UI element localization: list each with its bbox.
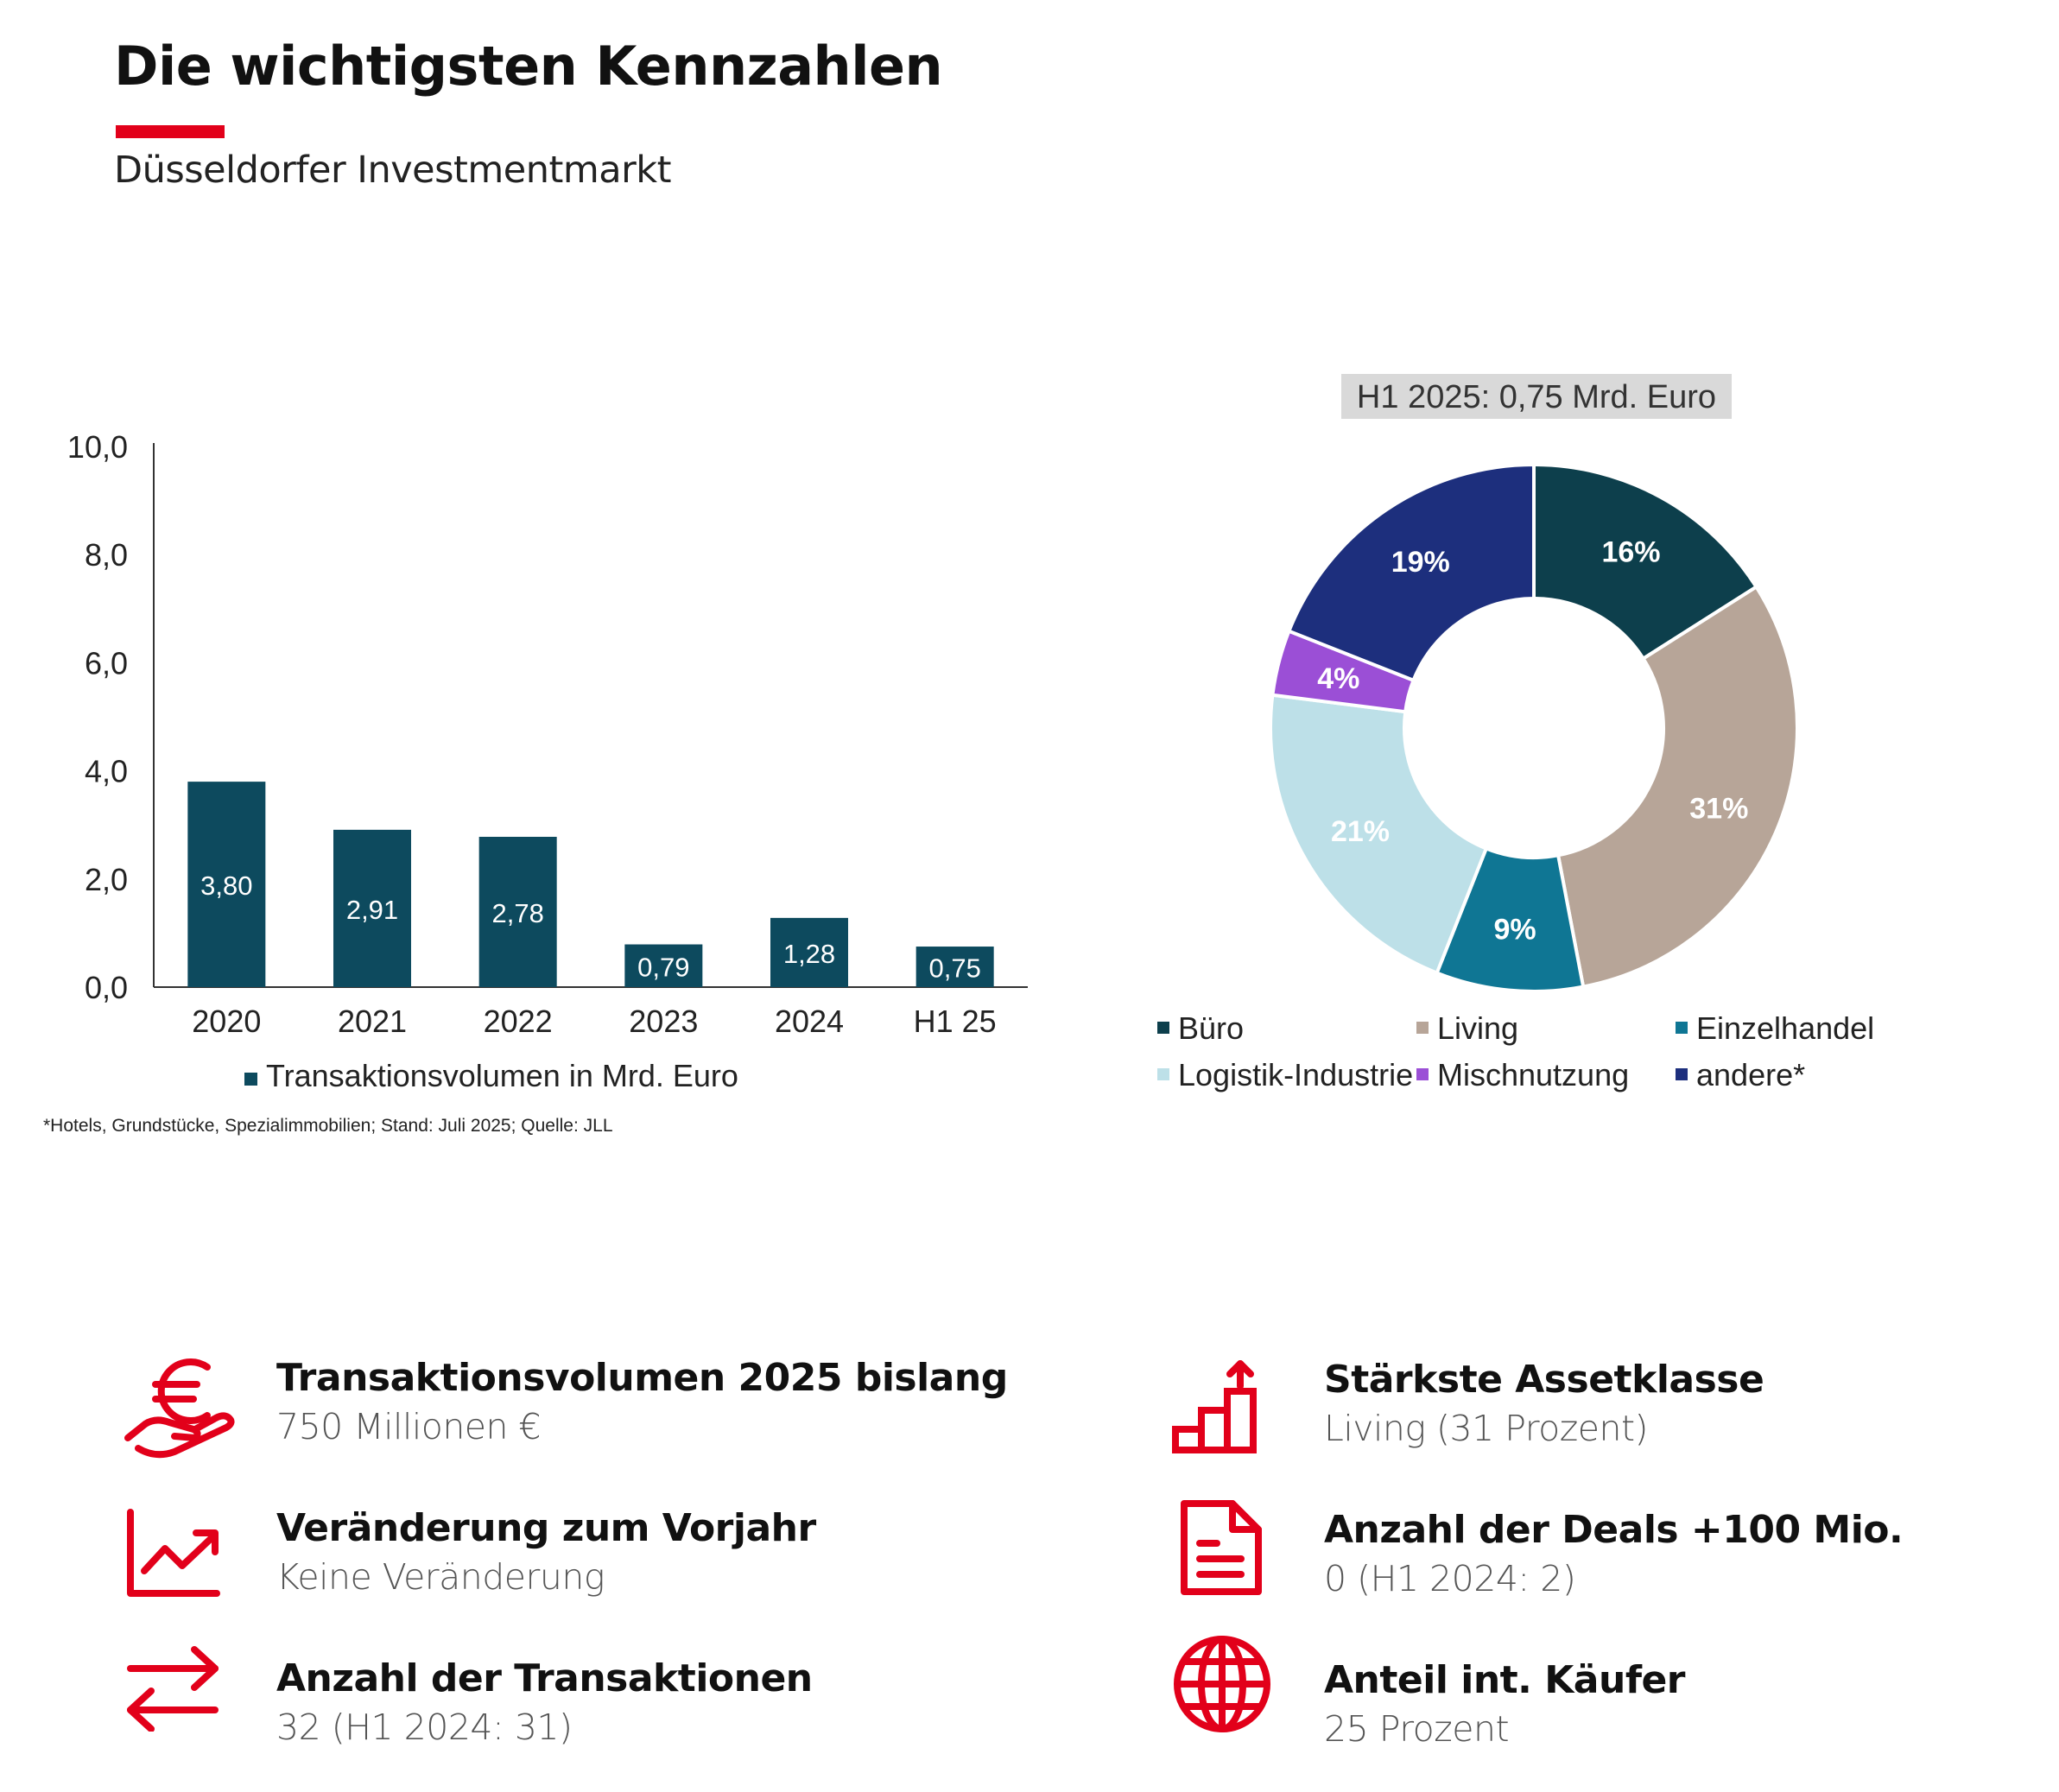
x-tick-label: 2024: [775, 1004, 844, 1039]
legend-item: Büro: [1157, 1010, 1244, 1047]
bar-value-label: 0,79: [637, 952, 689, 982]
page-subtitle: Düsseldorfer Investmentmarkt: [114, 149, 672, 192]
legend-item: andere*: [1676, 1057, 1805, 1093]
donut-slice-label: 16%: [1601, 535, 1660, 568]
kpi-value: Keine Veränderung: [276, 1556, 605, 1598]
donut-slice: [1286, 462, 1536, 683]
legend-label: Living: [1437, 1010, 1519, 1046]
chart-footnote: *Hotels, Grundstücke, Spezialimmobilien;…: [43, 1116, 613, 1136]
donut-title: H1 2025: 0,75 Mrd. Euro: [1357, 379, 1716, 415]
legend-label: Büro: [1178, 1010, 1245, 1046]
y-tick-label: 10,0: [67, 429, 128, 465]
kpi-title: Stärkste Assetklasse: [1324, 1358, 1764, 1402]
bar: [187, 782, 266, 987]
legend-item: Mischnutzung: [1416, 1057, 1629, 1093]
legend-item: Living: [1416, 1010, 1518, 1047]
legend-swatch: [1416, 1068, 1429, 1081]
bar-value-label: 3,80: [200, 871, 252, 901]
bar-value-label: 2,91: [346, 895, 398, 925]
euro-hand-icon: [124, 1358, 235, 1459]
bar-value-label: 2,78: [491, 898, 543, 928]
bar: [333, 829, 411, 987]
transaction-volume-bar-chart: 0,0 2,0 4,0 6,0 8,0 10,0 3,80 2020 2,91 2021 2,78 2…: [67, 429, 1028, 1093]
rising-steps-icon: [1172, 1360, 1257, 1453]
kpi-title: Anzahl der Transaktionen: [276, 1656, 813, 1700]
kpi-value: 32 (H1 2024: 31): [276, 1707, 573, 1748]
x-tick-label: 2023: [629, 1004, 698, 1039]
y-tick-label: 2,0: [85, 862, 128, 897]
donut-slice: [1555, 584, 1799, 989]
bar-value-label: 1,28: [783, 939, 835, 969]
donut-title-box: [1341, 374, 1732, 419]
donut-slice-label: 21%: [1331, 815, 1390, 848]
page-title: Die wichtigsten Kennzahlen: [114, 35, 943, 98]
donut-slice-label: 4%: [1317, 662, 1359, 695]
legend-label: Einzelhandel: [1696, 1010, 1875, 1046]
x-tick-label: 2021: [338, 1004, 407, 1039]
title-accent-rule: [116, 125, 225, 138]
donut-slice-label: 31%: [1689, 793, 1748, 826]
legend-label: Mischnutzung: [1437, 1057, 1630, 1092]
legend-swatch: [1157, 1022, 1169, 1035]
y-tick-label: 6,0: [85, 645, 128, 681]
legend-label: andere*: [1696, 1057, 1806, 1092]
legend-item: Logistik-Industrie: [1157, 1057, 1413, 1093]
document-icon: [1181, 1500, 1262, 1595]
exchange-arrows-icon: [127, 1646, 219, 1732]
legend-swatch: [1416, 1022, 1429, 1035]
legend-label: Transaktionsvolumen in Mrd. Euro: [266, 1058, 738, 1093]
legend-label: Logistik-Industrie: [1178, 1057, 1414, 1092]
kpi-value: Living (31 Prozent): [1324, 1408, 1649, 1449]
kpi-title: Anteil int. Käufer: [1324, 1658, 1686, 1702]
kpi-value: 25 Prozent: [1324, 1708, 1510, 1750]
donut-slice-label: 19%: [1391, 546, 1450, 579]
globe-icon: [1174, 1636, 1270, 1732]
legend-swatch: [1157, 1068, 1169, 1081]
legend-item: Einzelhandel: [1676, 1010, 1874, 1047]
legend-swatch: [1676, 1068, 1688, 1081]
x-tick-label: 2020: [192, 1004, 261, 1039]
kpi-value: 750 Millionen €: [276, 1406, 542, 1447]
x-tick-label: 2022: [484, 1004, 553, 1039]
kpi-title: Anzahl der Deals +100 Mio.: [1324, 1508, 1904, 1552]
kpi-value: 0 (H1 2024: 2): [1324, 1558, 1576, 1599]
donut-slice: [1269, 693, 1489, 976]
legend-swatch: [244, 1073, 257, 1086]
asset-class-donut-chart: H1 2025: 0,75 Mrd. Euro 16% 31% 9% 21% 4% 19%: [1269, 374, 1799, 993]
bar-value-label: 0,75: [928, 953, 980, 984]
bar: [624, 944, 703, 987]
donut-slice: [1532, 462, 1759, 662]
bar: [770, 917, 848, 987]
y-tick-label: 4,0: [85, 754, 128, 789]
trend-chart-icon: [127, 1509, 220, 1597]
donut-slice-label: 9%: [1493, 913, 1536, 946]
bar: [915, 947, 994, 987]
bar: [478, 836, 557, 987]
x-tick-label: H1 25: [914, 1004, 997, 1039]
y-tick-label: 8,0: [85, 537, 128, 573]
kpi-title: Veränderung zum Vorjahr: [276, 1506, 816, 1550]
kpi-title: Transaktionsvolumen 2025 bislang: [276, 1356, 1008, 1400]
legend-swatch: [1676, 1022, 1688, 1035]
y-tick-label: 0,0: [85, 970, 128, 1005]
